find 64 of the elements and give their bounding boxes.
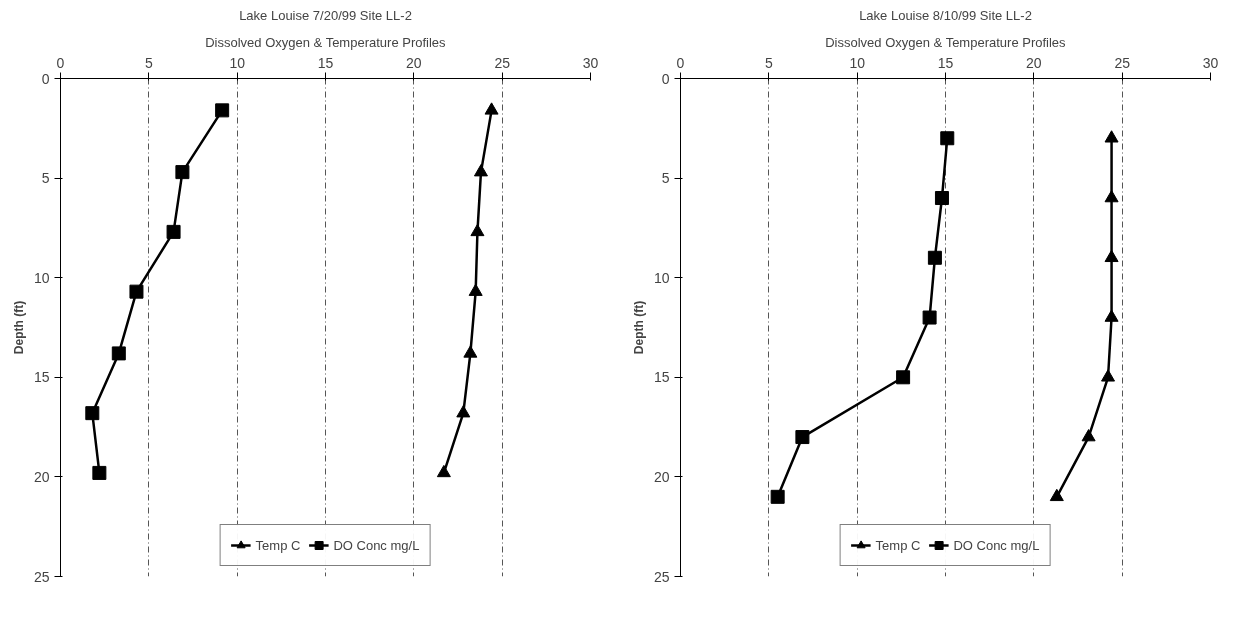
point — [1104, 249, 1119, 263]
point — [1104, 309, 1119, 322]
x-tick-label: 15 — [317, 54, 334, 71]
point — [1049, 488, 1064, 502]
legend-label: Temp C — [255, 537, 301, 553]
y-axis-title: Depth (ft) — [11, 300, 26, 355]
x-tick-label: 30 — [1202, 54, 1219, 71]
point — [770, 489, 785, 504]
point — [922, 310, 937, 325]
legend-label: Temp C — [875, 537, 921, 553]
point — [927, 250, 942, 265]
y-tick-label: 0 — [41, 70, 50, 87]
point — [484, 102, 499, 115]
y-axis-title: Depth (ft) — [631, 300, 646, 355]
point — [215, 103, 230, 118]
point — [1104, 190, 1119, 203]
point — [463, 345, 478, 358]
point — [934, 191, 949, 206]
legend-label: DO Conc mg/L — [953, 537, 1040, 553]
x-tick-label: 25 — [494, 54, 511, 71]
point — [468, 283, 483, 296]
point — [940, 131, 955, 146]
point — [436, 464, 451, 478]
x-tick-label: 0 — [56, 54, 65, 71]
point — [166, 224, 181, 239]
point — [92, 465, 107, 480]
point — [1101, 369, 1116, 382]
y-tick-label: 25 — [33, 568, 50, 585]
y-tick-label: 10 — [653, 269, 670, 286]
x-tick-label: 30 — [582, 54, 599, 71]
point — [1104, 130, 1119, 143]
y-tick-label: 0 — [661, 70, 670, 87]
point — [470, 223, 485, 237]
y-tick-label: 5 — [661, 170, 670, 187]
x-tick-label: 20 — [1026, 54, 1042, 71]
chart-subtitle: Dissolved Oxygen & Temperature Profiles — [825, 34, 1067, 50]
x-tick-label: 5 — [764, 54, 773, 71]
point — [795, 430, 810, 445]
point — [129, 284, 144, 299]
point — [473, 164, 488, 177]
chart-title: Lake Louise 8/10/99 Site LL-2 — [859, 7, 1032, 23]
y-tick-label: 20 — [33, 468, 50, 485]
x-tick-label: 25 — [1114, 54, 1131, 71]
point — [896, 370, 911, 385]
point — [111, 346, 126, 361]
chart-subtitle: Dissolved Oxygen & Temperature Profiles — [205, 34, 447, 50]
legend-label: DO Conc mg/L — [333, 537, 420, 553]
y-tick-label: 15 — [653, 369, 670, 386]
x-tick-label: 0 — [676, 54, 685, 71]
y-tick-label: 15 — [33, 369, 50, 386]
point — [175, 165, 190, 180]
chart-title: Lake Louise 7/20/99 Site LL-2 — [239, 7, 412, 23]
x-tick-label: 20 — [406, 54, 422, 71]
y-tick-label: 10 — [33, 269, 50, 286]
y-tick-label: 25 — [653, 568, 670, 585]
x-tick-label: 10 — [849, 54, 866, 71]
x-tick-label: 5 — [144, 54, 153, 71]
point — [456, 405, 471, 418]
point — [85, 406, 100, 421]
point — [1081, 429, 1096, 442]
y-tick-label: 5 — [41, 170, 50, 187]
x-tick-label: 10 — [229, 54, 246, 71]
x-tick-label: 15 — [937, 54, 954, 71]
y-tick-label: 20 — [653, 468, 670, 485]
